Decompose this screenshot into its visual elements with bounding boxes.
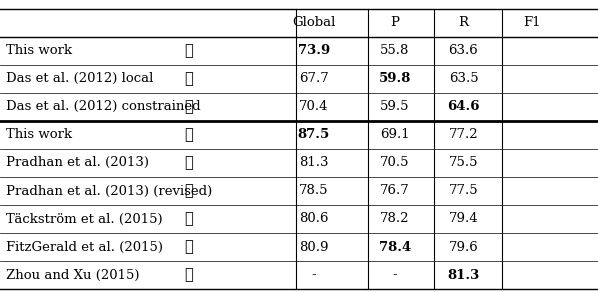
Text: FitzGerald et al. (2015): FitzGerald et al. (2015): [6, 241, 163, 253]
Text: 78.5: 78.5: [299, 185, 329, 197]
Text: 75.5: 75.5: [448, 157, 478, 169]
Text: 63.5: 63.5: [448, 72, 478, 85]
Text: 80.9: 80.9: [299, 241, 329, 253]
Text: 73.9: 73.9: [298, 44, 330, 57]
Text: 81.3: 81.3: [447, 269, 480, 281]
Text: 78.4: 78.4: [379, 241, 411, 253]
Text: 76.7: 76.7: [380, 185, 410, 197]
Text: 59.8: 59.8: [379, 72, 411, 85]
Text: Das et al. (2012) constrained: Das et al. (2012) constrained: [6, 100, 200, 113]
Text: Pradhan et al. (2013): Pradhan et al. (2013): [6, 157, 149, 169]
Text: 80.6: 80.6: [299, 213, 329, 225]
Text: Zhou and Xu (2015): Zhou and Xu (2015): [6, 269, 139, 281]
Text: This work: This work: [6, 128, 72, 141]
Text: ✓: ✓: [184, 212, 193, 226]
Text: ✗: ✗: [184, 72, 193, 86]
Text: ✗: ✗: [184, 184, 193, 198]
Text: 79.4: 79.4: [448, 213, 478, 225]
Text: ✗: ✗: [184, 128, 193, 142]
Text: ✓: ✓: [184, 268, 193, 282]
Text: 59.5: 59.5: [380, 100, 410, 113]
Text: Global: Global: [292, 16, 335, 29]
Text: 70.4: 70.4: [299, 100, 329, 113]
Text: P: P: [390, 16, 399, 29]
Text: F1: F1: [523, 16, 541, 29]
Text: 77.5: 77.5: [448, 185, 478, 197]
Text: 87.5: 87.5: [298, 128, 330, 141]
Text: ✗: ✗: [184, 44, 193, 58]
Text: -: -: [392, 269, 397, 281]
Text: 67.7: 67.7: [299, 72, 329, 85]
Text: 79.6: 79.6: [448, 241, 478, 253]
Text: Das et al. (2012) local: Das et al. (2012) local: [6, 72, 153, 85]
Text: ✓: ✓: [184, 100, 193, 114]
Text: Pradhan et al. (2013) (revised): Pradhan et al. (2013) (revised): [6, 185, 212, 197]
Text: ✗: ✗: [184, 156, 193, 170]
Text: 55.8: 55.8: [380, 44, 410, 57]
Text: 78.2: 78.2: [380, 213, 410, 225]
Text: 77.2: 77.2: [448, 128, 478, 141]
Text: 70.5: 70.5: [380, 157, 410, 169]
Text: 64.6: 64.6: [447, 100, 480, 113]
Text: 69.1: 69.1: [380, 128, 410, 141]
Text: Täckström et al. (2015): Täckström et al. (2015): [6, 213, 163, 225]
Text: -: -: [312, 269, 316, 281]
Text: This work: This work: [6, 44, 72, 57]
Text: 81.3: 81.3: [299, 157, 329, 169]
Text: ✓: ✓: [184, 240, 193, 254]
Text: 63.6: 63.6: [448, 44, 478, 57]
Text: R: R: [459, 16, 468, 29]
